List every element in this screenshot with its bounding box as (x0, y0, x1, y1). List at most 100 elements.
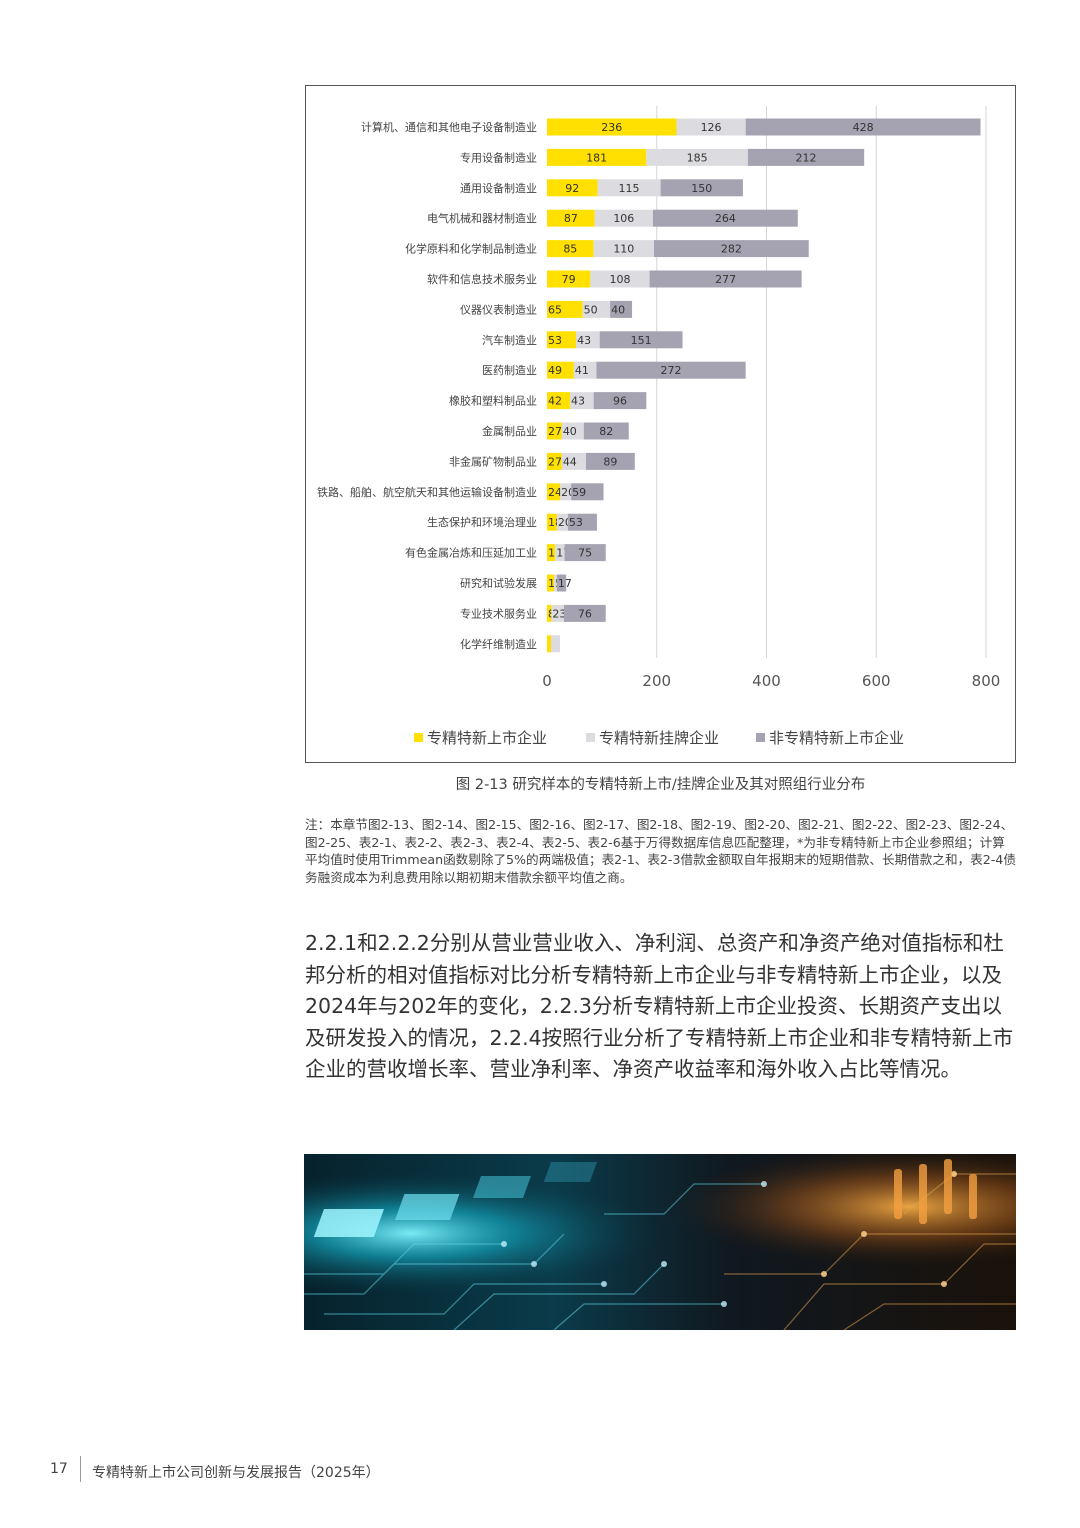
bar-segment (573, 361, 597, 379)
bar-segment (547, 635, 551, 653)
data-label: 151 (631, 334, 652, 347)
data-label: 53 (548, 334, 562, 347)
bar-segment (649, 270, 802, 288)
bar-segment (547, 148, 647, 166)
data-label: 264 (715, 212, 736, 225)
data-label: 282 (721, 243, 742, 256)
bar-segment (555, 544, 565, 562)
data-label: 126 (701, 121, 722, 134)
bar-segment (547, 422, 562, 440)
data-label: 43 (571, 395, 585, 408)
data-label: 96 (613, 395, 627, 408)
data-label: 44 (563, 455, 577, 468)
report-title: 专精特新上市公司创新与发展报告（2025年） (92, 1465, 380, 1481)
bar-segment (547, 331, 577, 349)
data-label: 42 (548, 395, 562, 408)
circuit-board-image (304, 1154, 1016, 1330)
bar-segment (582, 300, 611, 318)
figure-note: 注：本章节图2-13、图2-14、图2-15、图2-16、图2-17、图2-18… (305, 817, 1016, 885)
bar-segment (745, 118, 981, 136)
category-label: 软件和信息技术服务业 (427, 272, 537, 286)
legend-swatch (586, 733, 595, 742)
bar-segment (646, 148, 748, 166)
category-label: 橡胶和塑料制品业 (449, 394, 537, 408)
category-label: 化学原料和化学制品制造业 (405, 242, 537, 256)
x-tick-label: 400 (752, 672, 781, 690)
bar-segment (597, 179, 661, 197)
legend-label: 专精特新挂牌企业 (599, 729, 719, 747)
data-label: 27 (548, 425, 562, 438)
data-label: 27 (548, 455, 562, 468)
bar-segment (610, 300, 633, 318)
category-label: 汽车制造业 (482, 333, 537, 347)
bar-segment (561, 422, 584, 440)
category-label: 化学纤维制造业 (460, 637, 537, 651)
page-number: 17 (50, 1461, 68, 1477)
bar-segment (660, 179, 743, 197)
bar-segment (547, 452, 562, 470)
bar-segment (747, 148, 865, 166)
data-label: 79 (562, 273, 576, 286)
x-tick-label: 200 (642, 672, 671, 690)
bar-segment (547, 483, 561, 501)
category-label: 生态保护和环境治理业 (427, 515, 537, 529)
data-label: 65 (548, 303, 562, 316)
figure-caption: 图 2-13 研究样本的专精特新上市/挂牌企业及其对照组行业分布 (455, 777, 866, 793)
bar-segment (583, 422, 629, 440)
data-label: 110 (613, 243, 634, 256)
bar-segment (564, 544, 606, 562)
data-label: 272 (661, 364, 682, 377)
industry-distribution-chart: 0 200 400 600 800 计算机、通信和其他电子设备制造业 236 126 428 专用… (317, 106, 1001, 747)
data-label: 41 (575, 364, 589, 377)
category-label: 电气机械和器材制造业 (427, 211, 537, 225)
bar-segment (594, 209, 653, 227)
data-label: 75 (578, 547, 592, 560)
bar-segment (547, 300, 583, 318)
data-label: 49 (548, 364, 562, 377)
data-label: 277 (715, 273, 736, 286)
data-label: 185 (687, 151, 708, 164)
data-label: 92 (565, 182, 579, 195)
data-label: 59 (572, 486, 586, 499)
bar-segment (567, 513, 597, 531)
data-label: 85 (563, 243, 577, 256)
data-label: 87 (564, 212, 578, 225)
bar-segment (556, 513, 568, 531)
legend-label: 专精特新上市企业 (427, 729, 547, 747)
data-label: 76 (578, 607, 592, 620)
body-paragraph: 2.2.1和2.2.2分别从营业营业收入、净利润、总资产和净资产绝对值指标和杜邦… (305, 931, 1014, 1081)
bar-segment (560, 483, 572, 501)
bar-segment (547, 361, 574, 379)
data-label: 23 (552, 607, 566, 620)
data-label: 181 (586, 151, 607, 164)
data-label: 24 (548, 486, 562, 499)
x-tick-label: 800 (972, 672, 1001, 690)
data-label: 17 (558, 577, 572, 590)
chart-frame: 0 200 400 600 800 计算机、通信和其他电子设备制造业 236 126 428 专用… (305, 85, 1016, 763)
data-label: 115 (619, 182, 640, 195)
bar-segment (590, 270, 650, 288)
legend-swatch (756, 733, 765, 742)
bar-segment (561, 452, 586, 470)
data-label: 40 (611, 303, 625, 316)
bar-segment (547, 392, 571, 410)
legend-label: 非专精特新上市企业 (769, 729, 904, 747)
bar-segment (551, 635, 560, 653)
bar-segment (547, 240, 594, 258)
bar-segment (585, 452, 635, 470)
category-label: 非金属矿物制品业 (449, 454, 537, 468)
data-label: 89 (603, 455, 617, 468)
category-label: 金属制品业 (482, 424, 537, 438)
x-tick-label: 600 (862, 672, 891, 690)
bar-segment (547, 604, 552, 622)
bar-segment (652, 209, 798, 227)
bar-segment (564, 604, 606, 622)
category-label: 仪器仪表制造业 (460, 302, 537, 316)
category-label: 通用设备制造业 (460, 181, 537, 195)
data-label: 43 (577, 334, 591, 347)
bar-segment (570, 392, 594, 410)
data-label: 212 (796, 151, 817, 164)
bar-segment (547, 270, 591, 288)
bar-segment (576, 331, 600, 349)
bar-segment (654, 240, 809, 258)
